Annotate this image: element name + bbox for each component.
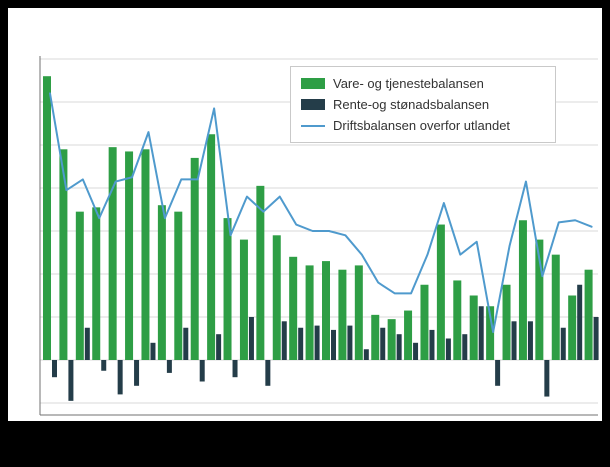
bar-vare-tjenestebalansen	[502, 284, 511, 360]
bar-rente-stonadsbalansen	[544, 360, 550, 397]
bar-rente-stonadsbalansen	[298, 327, 304, 360]
bar-rente-stonadsbalansen	[134, 360, 140, 386]
bar-vare-tjenestebalansen	[108, 147, 117, 360]
bar-rente-stonadsbalansen	[593, 317, 599, 360]
bar-vare-tjenestebalansen	[59, 149, 68, 360]
bar-rente-stonadsbalansen	[413, 342, 419, 360]
bar-vare-tjenestebalansen	[518, 220, 527, 360]
bar-rente-stonadsbalansen	[166, 360, 172, 373]
legend-swatch-dark-bar-icon	[301, 99, 325, 110]
bar-vare-tjenestebalansen	[584, 269, 593, 360]
bar-rente-stonadsbalansen	[380, 327, 386, 360]
bar-rente-stonadsbalansen	[216, 334, 222, 360]
chart-card: Vare- og tjenestebalansen Rente-og støna…	[8, 8, 602, 421]
bar-vare-tjenestebalansen	[453, 280, 462, 360]
bar-vare-tjenestebalansen	[436, 224, 445, 360]
legend-label-rente-stonadsbalansen: Rente-og stønadsbalansen	[333, 97, 490, 112]
bar-rente-stonadsbalansen	[117, 360, 123, 395]
bar-vare-tjenestebalansen	[551, 254, 560, 360]
bar-vare-tjenestebalansen	[157, 205, 166, 360]
legend-label-driftsbalansen: Driftsbalansen overfor utlandet	[333, 118, 511, 133]
bar-rente-stonadsbalansen	[577, 284, 583, 360]
bar-rente-stonadsbalansen	[232, 360, 238, 378]
line-driftsbalansen	[49, 92, 593, 334]
bar-vare-tjenestebalansen	[256, 185, 265, 360]
bar-vare-tjenestebalansen	[289, 256, 298, 360]
bar-rente-stonadsbalansen	[363, 349, 369, 360]
legend-item-driftsbalansen: Driftsbalansen overfor utlandet	[301, 118, 545, 133]
bar-rente-stonadsbalansen	[495, 360, 501, 386]
bar-vare-tjenestebalansen	[125, 151, 134, 360]
bar-rente-stonadsbalansen	[396, 334, 402, 360]
bar-vare-tjenestebalansen	[239, 239, 248, 360]
bar-rente-stonadsbalansen	[429, 329, 435, 360]
bar-vare-tjenestebalansen	[190, 157, 199, 360]
bar-vare-tjenestebalansen	[43, 76, 51, 360]
bar-rente-stonadsbalansen	[84, 327, 90, 360]
bar-vare-tjenestebalansen	[404, 310, 413, 360]
bar-rente-stonadsbalansen	[150, 342, 156, 360]
bar-rente-stonadsbalansen	[314, 325, 320, 360]
bar-vare-tjenestebalansen	[141, 149, 150, 360]
bars-rente-stonadsbalansen	[52, 284, 599, 401]
bar-vare-tjenestebalansen	[223, 218, 232, 360]
bar-vare-tjenestebalansen	[486, 306, 495, 360]
bar-vare-tjenestebalansen	[371, 314, 380, 360]
bar-vare-tjenestebalansen	[75, 211, 84, 360]
bar-rente-stonadsbalansen	[183, 327, 189, 360]
bar-vare-tjenestebalansen	[322, 261, 330, 360]
bar-rente-stonadsbalansen	[478, 306, 484, 360]
bar-vare-tjenestebalansen	[469, 295, 478, 360]
bar-rente-stonadsbalansen	[281, 321, 287, 360]
chart-legend: Vare- og tjenestebalansen Rente-og støna…	[290, 66, 556, 143]
bar-rente-stonadsbalansen	[331, 329, 336, 360]
bar-vare-tjenestebalansen	[387, 319, 396, 360]
bar-vare-tjenestebalansen	[92, 207, 101, 360]
legend-item-rente-stonadsbalansen: Rente-og stønadsbalansen	[301, 97, 545, 112]
bar-rente-stonadsbalansen	[265, 360, 271, 386]
bar-vare-tjenestebalansen	[568, 295, 577, 360]
bar-vare-tjenestebalansen	[272, 235, 281, 360]
bar-rente-stonadsbalansen	[462, 334, 468, 360]
bar-vare-tjenestebalansen	[207, 134, 216, 360]
bar-vare-tjenestebalansen	[420, 284, 429, 360]
bar-rente-stonadsbalansen	[527, 321, 533, 360]
bar-rente-stonadsbalansen	[199, 360, 205, 382]
chart-canvas	[39, 56, 599, 416]
bar-vare-tjenestebalansen	[338, 269, 347, 360]
legend-swatch-green-bar-icon	[301, 78, 325, 89]
bar-vare-tjenestebalansen	[305, 265, 314, 360]
legend-label-vare-tjenestebalansen: Vare- og tjenestebalansen	[333, 76, 484, 91]
bar-vare-tjenestebalansen	[174, 211, 183, 360]
bar-rente-stonadsbalansen	[347, 325, 353, 360]
bars-vare-tjenestebalansen	[43, 76, 593, 360]
bar-rente-stonadsbalansen	[511, 321, 517, 360]
bar-vare-tjenestebalansen	[354, 265, 363, 360]
bar-rente-stonadsbalansen	[445, 338, 451, 360]
bar-rente-stonadsbalansen	[248, 317, 254, 360]
legend-swatch-blue-line-icon	[301, 124, 325, 127]
bar-rente-stonadsbalansen	[101, 360, 107, 371]
bar-rente-stonadsbalansen	[68, 360, 74, 401]
bar-rente-stonadsbalansen	[52, 360, 57, 378]
legend-item-vare-tjenestebalansen: Vare- og tjenestebalansen	[301, 76, 545, 91]
bar-vare-tjenestebalansen	[535, 239, 544, 360]
bar-rente-stonadsbalansen	[560, 327, 566, 360]
